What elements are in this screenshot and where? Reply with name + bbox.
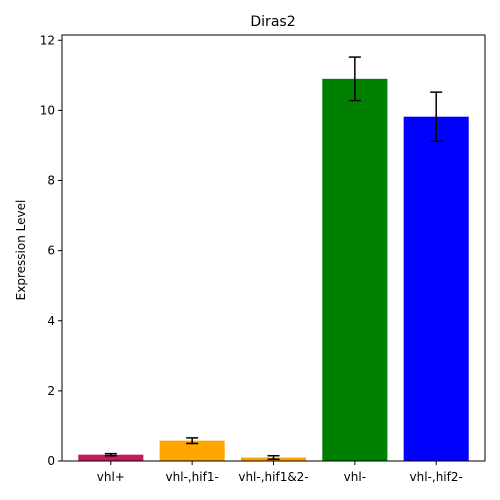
y-tick-label-4: 8 (47, 174, 55, 188)
y-ticks-group: 0 2 4 6 8 10 12 (40, 33, 62, 468)
bar-1 (159, 440, 225, 461)
x-tick-label-2: vhl-,hif1&2- (238, 470, 308, 484)
x-tick-label-1: vhl-,hif1- (165, 470, 218, 484)
bar-3 (322, 78, 388, 462)
x-tick-label-4: vhl-,hif2- (410, 470, 463, 484)
y-tick-label-1: 2 (47, 384, 55, 398)
x-tick-label-0: vhl+ (97, 470, 125, 484)
y-tick-label-6: 12 (40, 33, 55, 47)
chart-title: Diras2 (250, 14, 295, 30)
y-tick-label-2: 4 (47, 314, 55, 328)
y-tick-label-5: 10 (40, 103, 55, 117)
x-ticks-group: vhl+ vhl-,hif1- vhl-,hif1&2- vhl-vhl-,hif2- (97, 461, 463, 484)
bar-0 (78, 454, 144, 461)
bar-4 (403, 116, 469, 462)
plot-frame (61, 34, 486, 462)
y-tick-label-3: 6 (47, 244, 55, 258)
x-tick-label-3: vhl- (344, 470, 366, 484)
y-axis-label: Expression Level (14, 200, 28, 301)
y-tick-label-0: 0 (47, 454, 55, 468)
error-bars-group (104, 56, 443, 460)
